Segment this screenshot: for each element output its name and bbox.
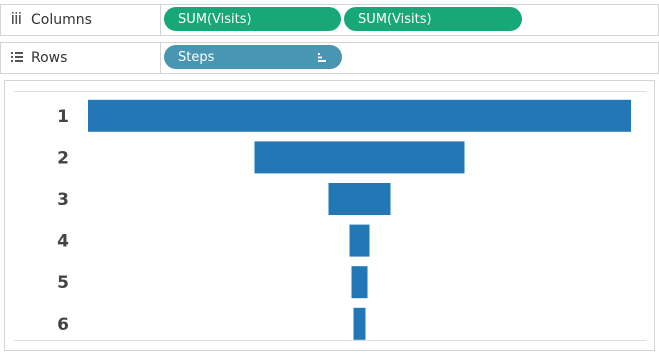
row-label: 5	[57, 273, 69, 293]
sort-icon[interactable]	[318, 53, 326, 62]
shelf-label: Columns	[31, 12, 92, 28]
row-label: 4	[57, 232, 69, 252]
bar	[254, 141, 465, 174]
pill[interactable]	[164, 45, 342, 69]
bar	[328, 183, 391, 215]
pill-label[interactable]: SUM(Visits)	[178, 12, 252, 27]
row-label: 1	[57, 107, 69, 127]
columns-icon	[12, 12, 21, 24]
pill[interactable]	[344, 7, 522, 31]
bar	[349, 224, 370, 257]
plot: 1 2 3 4 5 6	[57, 99, 631, 340]
row-label: 6	[57, 315, 69, 335]
pill-label[interactable]: SUM(Visits)	[358, 12, 432, 27]
bar	[353, 307, 366, 340]
row-label: 3	[57, 190, 69, 210]
row-label: 2	[57, 148, 69, 168]
bar	[88, 99, 631, 132]
pill[interactable]	[164, 7, 341, 31]
rows-icon	[11, 52, 23, 62]
shelf-label: Rows	[31, 50, 67, 66]
pill-label[interactable]: Steps	[178, 50, 215, 65]
bar	[351, 266, 368, 299]
